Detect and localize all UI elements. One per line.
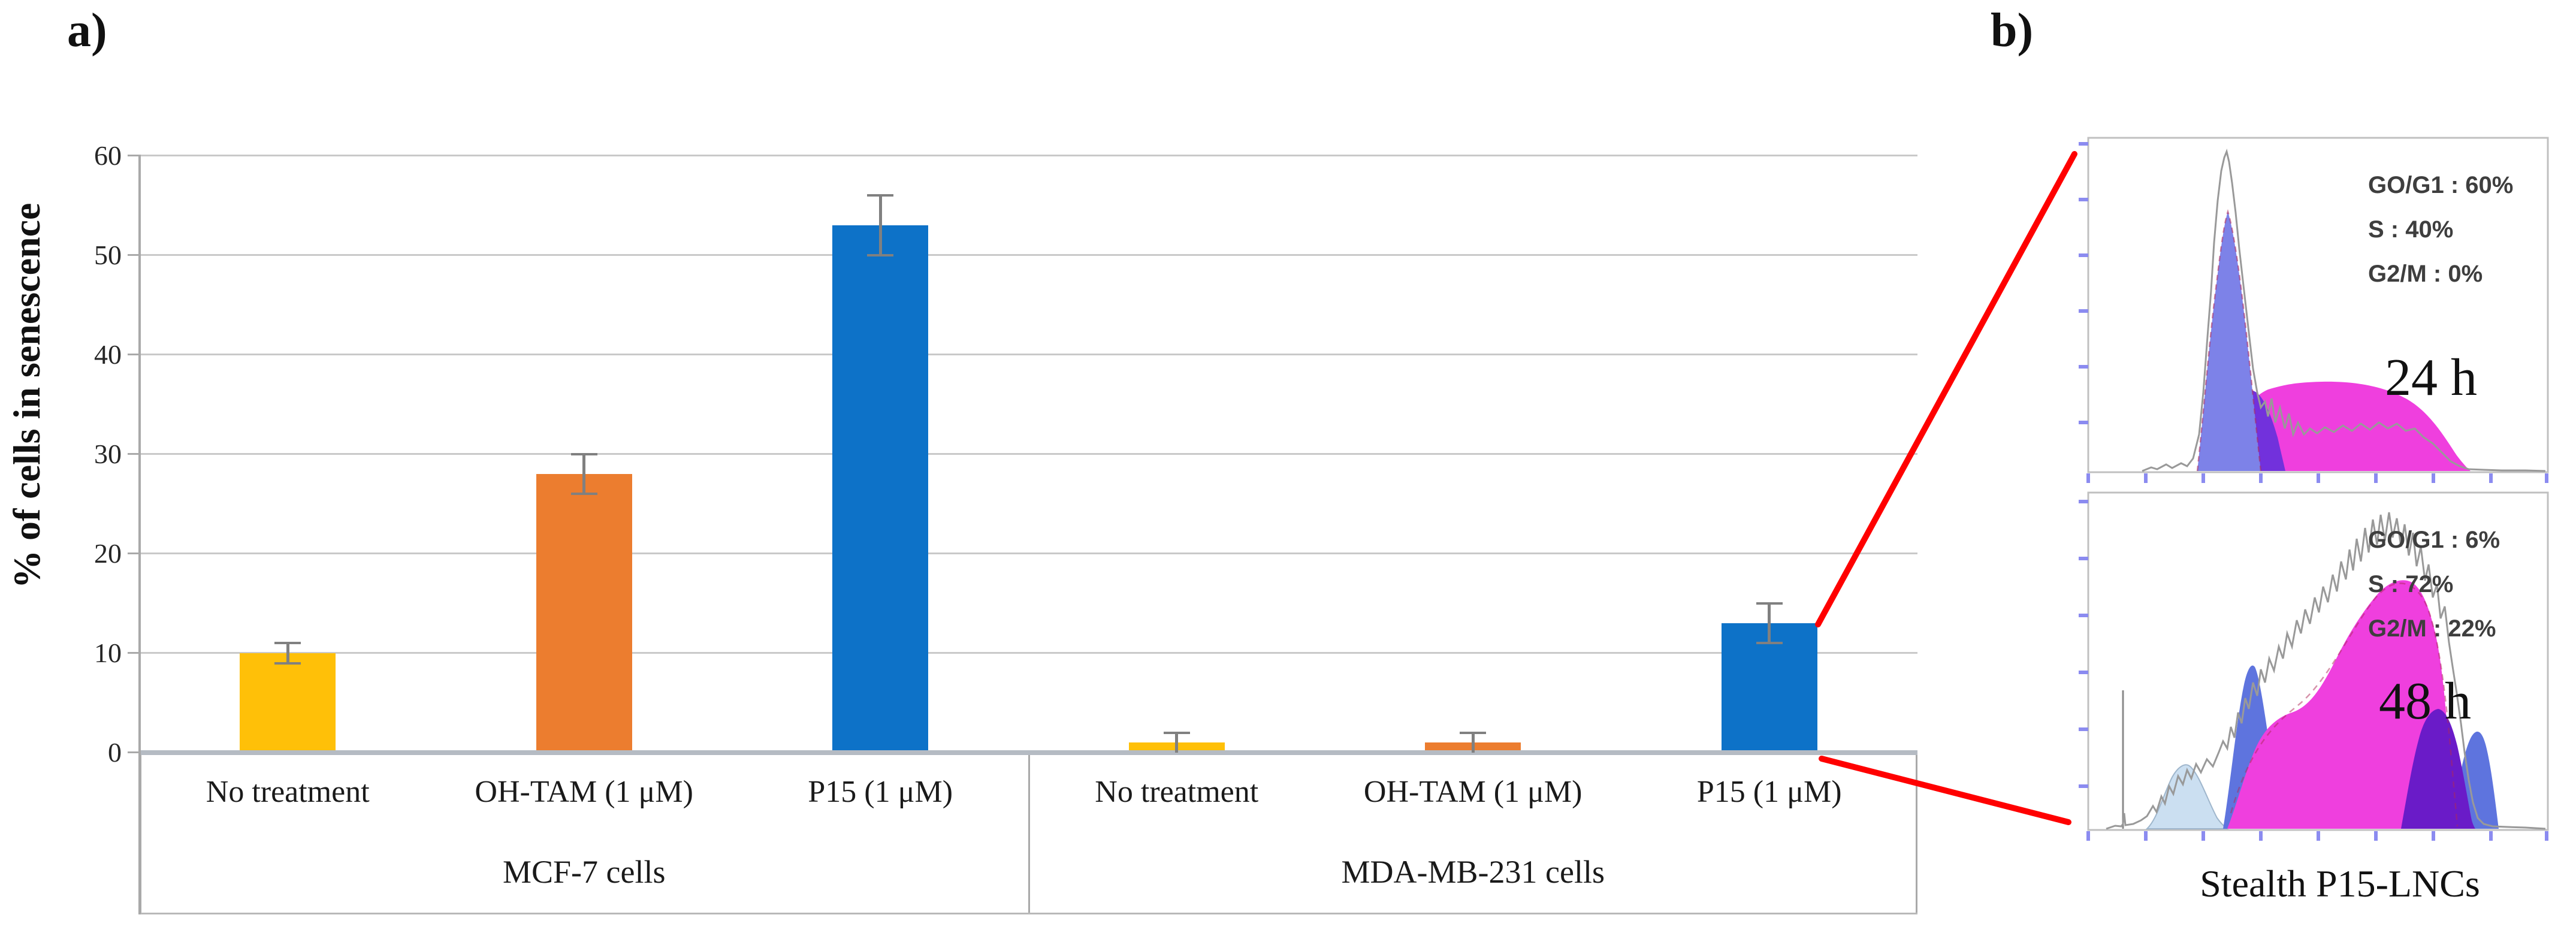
bar-MCF-7 cells-OH-TAM (1 μM) [536,474,632,753]
category-label: P15 (1 μM) [1696,775,1842,809]
error-bar-stem [878,195,882,255]
cell-cycle-stats-24h: GO/G1 : 60% S : 40% G2/M : 0% [2368,163,2513,296]
stat-s: S : 72% [2368,571,2454,597]
g0g1-peak [2197,212,2261,471]
y-tick-mark [128,751,140,753]
gridline [140,553,1917,554]
stat-g0g1: GO/G1 : 60% [2368,172,2514,198]
category-label: No treatment [206,775,370,809]
y-tick-mark [128,254,140,256]
category-label: OH-TAM (1 μM) [475,775,693,809]
fit-trace-dashed [2230,582,2459,827]
bar-MDA-MB-231 cells-P15 (1 μM) [1721,623,1817,753]
stat-s: S : 40% [2368,216,2454,243]
error-bar-stem [1471,732,1475,753]
error-bar-cap [1460,731,1487,734]
flow-histogram-48h [2079,491,2549,841]
error-bar-stem [582,454,586,494]
flow-histogram-24h [2079,137,2549,483]
bar-MCF-7 cells-No treatment [240,653,336,753]
cell-cycle-stats-48h: GO/G1 : 6% S : 72% G2/M : 22% [2368,518,2500,651]
x-axis-baseline [140,750,1917,755]
y-axis-line [138,155,141,914]
error-bar-cap [867,194,894,197]
gridline [140,254,1917,256]
group-divider-line [1028,753,1030,914]
y-tick-label: 0 [108,737,122,768]
panel-a-label: a) [67,4,107,57]
bar-chart-plot-area: 0 10 20 30 40 50 60 [94,140,1917,768]
group-label-mdamb231: MDA-MB-231 cells [1341,854,1605,890]
y-tick-mark [128,155,140,156]
gridline [140,155,1917,156]
raw-trace [2142,149,2546,472]
stat-g2m: G2/M : 0% [2368,261,2483,287]
y-tick-mark [128,652,140,654]
error-bar-stem [1175,732,1179,753]
panel-b-label: b) [1991,4,2034,57]
y-tick-label: 20 [94,538,122,569]
error-bar-stem [1768,603,1771,644]
axis-border-right [1916,753,1917,914]
group-label-mcf7: MCF-7 cells [502,854,666,890]
y-tick-label: 40 [94,339,122,370]
gridline [140,453,1917,455]
y-tick-mark [128,453,140,455]
y-tick-mark [128,553,140,554]
time-label-48h: 48 h [2379,672,2471,730]
error-bar-cap [1756,642,1783,645]
stat-g0g1: GO/G1 : 6% [2368,527,2500,553]
gridline [140,354,1917,355]
y-tick-label: 50 [94,240,122,270]
bar-MCF-7 cells-P15 (1 μM) [832,225,929,753]
stat-g2m: G2/M : 22% [2368,615,2496,642]
y-axis-title: % of cells in senescence [5,203,48,588]
g2m-peak [2401,709,2475,829]
error-bar-cap [274,642,301,645]
y-tick-label: 10 [94,638,122,668]
category-label: P15 (1 μM) [808,775,953,809]
panel-b-caption: Stealth P15-LNCs [2200,862,2480,905]
error-bar-cap [570,453,597,455]
y-tick-label: 60 [94,140,122,171]
category-axis-band: No treatment OH-TAM (1 μM) P15 (1 μM) No… [140,753,1917,914]
subg1-peak [2145,764,2229,829]
gridline [140,652,1917,654]
y-tick-label: 30 [94,439,122,469]
category-label: OH-TAM (1 μM) [1363,775,1583,809]
fit-trace-dashed [2196,209,2262,472]
category-label: No treatment [1095,775,1259,809]
error-bar-stem [286,643,289,663]
y-tick-mark [128,354,140,355]
axis-ticks [2079,500,2548,841]
error-bar-cap [570,493,597,496]
raw-trace [2106,512,2546,830]
error-bar-cap [274,662,301,665]
s-phase-peak [2227,580,2455,829]
time-label-24h: 24 h [2385,349,2477,407]
error-bar-cap [1163,731,1190,734]
axis-ticks [2079,142,2548,483]
error-bar-cap [867,254,894,256]
error-bar-cap [1756,602,1783,605]
axis-border-bottom [140,913,1917,914]
